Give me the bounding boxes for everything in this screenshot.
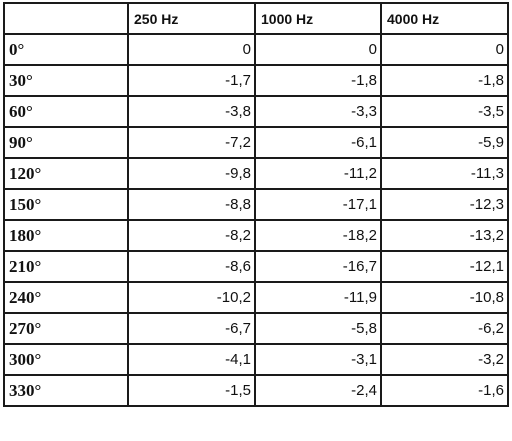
table-container: 250 Hz 1000 Hz 4000 Hz 0° 0 0 0 30° -1,7 -1,8-… <box>3 2 509 407</box>
value-cell: -11,3 <box>380 157 509 190</box>
value-cell: -5,8 <box>254 312 382 345</box>
angle-cell: 150° <box>3 188 129 221</box>
value-cell: -1,5 <box>127 374 256 407</box>
value-cell: -17,1 <box>254 188 382 221</box>
value-cell: -10,2 <box>127 281 256 314</box>
table-row: 60° -3,8 -3,3 -3,5 <box>3 95 509 128</box>
value-cell: -1,8 <box>254 64 382 97</box>
value-cell: 0 <box>380 33 509 66</box>
column-header-250hz: 250 Hz <box>127 2 256 35</box>
value-cell: -3,1 <box>254 343 382 376</box>
value-cell: -5,9 <box>380 126 509 159</box>
angle-cell: 240° <box>3 281 129 314</box>
angle-cell: 270° <box>3 312 129 345</box>
table-row: 120° -9,8 -11,2 -11,3 <box>3 157 509 190</box>
value-cell: -11,2 <box>254 157 382 190</box>
value-cell: -18,2 <box>254 219 382 252</box>
table-row: 330° -1,5 -2,4 -1,6 <box>3 374 509 407</box>
angle-cell: 0° <box>3 33 129 66</box>
table-row: 30° -1,7 -1,8 -1,8 <box>3 64 509 97</box>
table-row: 90° -7,2 -6,1 -5,9 <box>3 126 509 159</box>
value-cell: -6,2 <box>380 312 509 345</box>
value-cell: 0 <box>254 33 382 66</box>
value-cell: -3,3 <box>254 95 382 128</box>
table-row: 210° -8,6 -16,7 -12,1 <box>3 250 509 283</box>
header-row: 250 Hz 1000 Hz 4000 Hz <box>3 2 509 35</box>
value-cell: -1,7 <box>127 64 256 97</box>
value-cell: -7,2 <box>127 126 256 159</box>
angle-cell: 90° <box>3 126 129 159</box>
table-row: 270° -6,7 -5,8 -6,2 <box>3 312 509 345</box>
value-cell: -12,1 <box>380 250 509 283</box>
value-cell: -1,6 <box>380 374 509 407</box>
value-cell: -16,7 <box>254 250 382 283</box>
angle-cell: 180° <box>3 219 129 252</box>
attenuation-table: 250 Hz 1000 Hz 4000 Hz 0° 0 0 0 30° -1,7 -1,8-… <box>3 2 509 407</box>
value-cell: -3,2 <box>380 343 509 376</box>
table-row: 240° -10,2 -11,9 -10,8 <box>3 281 509 314</box>
value-cell: -2,4 <box>254 374 382 407</box>
value-cell: -3,5 <box>380 95 509 128</box>
value-cell: -13,2 <box>380 219 509 252</box>
value-cell: -1,8 <box>380 64 509 97</box>
angle-cell: 330° <box>3 374 129 407</box>
angle-cell: 60° <box>3 95 129 128</box>
table-row: 300° -4,1 -3,1 -3,2 <box>3 343 509 376</box>
table-row: 180° -8,2 -18,2 -13,2 <box>3 219 509 252</box>
value-cell: -8,8 <box>127 188 256 221</box>
value-cell: -11,9 <box>254 281 382 314</box>
value-cell: -12,3 <box>380 188 509 221</box>
table-row: 150° -8,8 -17,1 -12,3 <box>3 188 509 221</box>
corner-header <box>3 2 129 35</box>
value-cell: -9,8 <box>127 157 256 190</box>
value-cell: -8,2 <box>127 219 256 252</box>
angle-cell: 300° <box>3 343 129 376</box>
value-cell: -3,8 <box>127 95 256 128</box>
table-body: 0° 0 0 0 30° -1,7 -1,8 -1,8 60° -3,8 -3,3 -3,5 90° -7… <box>3 33 509 407</box>
angle-cell: 120° <box>3 157 129 190</box>
value-cell: -10,8 <box>380 281 509 314</box>
angle-cell: 30° <box>3 64 129 97</box>
value-cell: -8,6 <box>127 250 256 283</box>
value-cell: -6,7 <box>127 312 256 345</box>
table-row: 0° 0 0 0 <box>3 33 509 66</box>
value-cell: -6,1 <box>254 126 382 159</box>
angle-cell: 210° <box>3 250 129 283</box>
value-cell: -4,1 <box>127 343 256 376</box>
value-cell: 0 <box>127 33 256 66</box>
column-header-1000hz: 1000 Hz <box>254 2 382 35</box>
column-header-4000hz: 4000 Hz <box>380 2 509 35</box>
